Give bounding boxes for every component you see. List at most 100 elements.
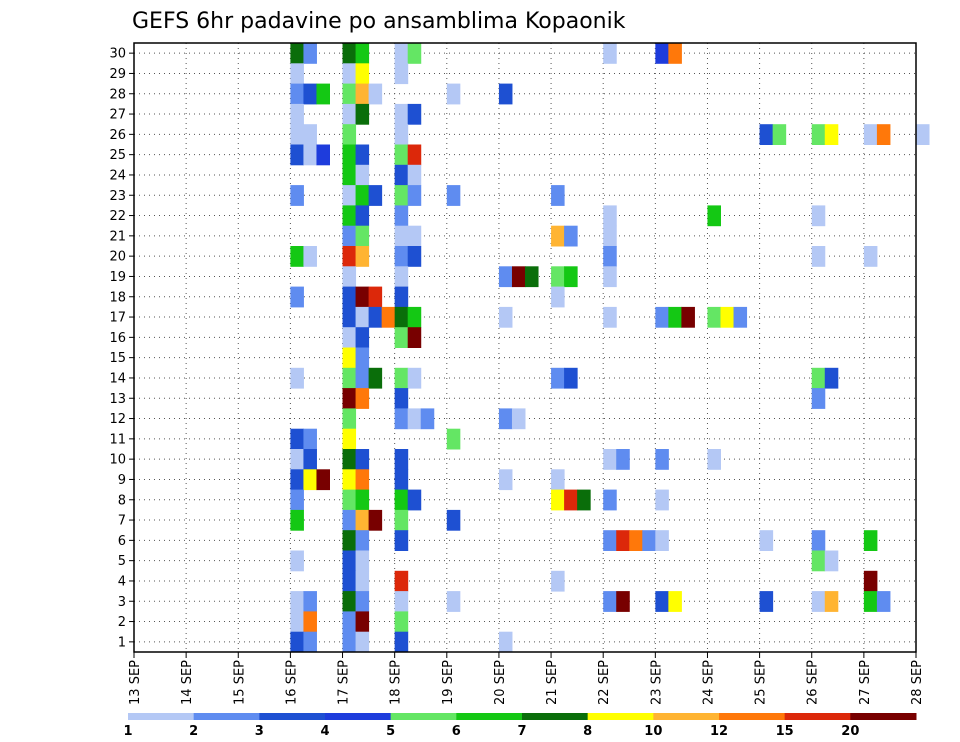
heatmap-cell: [394, 286, 409, 308]
heatmap-cell: [420, 408, 435, 430]
y-tick-label: 20: [109, 250, 126, 265]
heatmap-cell: [355, 103, 370, 125]
heatmap-cell: [303, 83, 317, 105]
heatmap-cell: [290, 103, 304, 125]
x-tick-label: 15 SEP: [232, 660, 247, 705]
heatmap-cell: [446, 83, 461, 105]
heatmap-cell: [355, 550, 370, 572]
y-tick-label: 4: [118, 574, 126, 589]
heatmap-cell: [290, 449, 304, 470]
heatmap-cell: [290, 631, 304, 653]
heatmap-cell: [342, 246, 357, 267]
heatmap-cell: [355, 449, 370, 470]
heatmap-cell: [551, 570, 565, 592]
heatmap-cell: [551, 225, 565, 247]
heatmap-cell: [381, 306, 396, 328]
colorbar-label: 8: [583, 724, 592, 739]
heatmap-cell: [368, 306, 383, 328]
y-tick-label: 27: [109, 108, 126, 123]
heatmap-cell: [564, 225, 578, 247]
x-tick-label: 14 SEP: [180, 660, 195, 705]
heatmap-cell: [342, 530, 357, 551]
heatmap-cell: [290, 611, 304, 633]
heatmap-cell: [342, 550, 357, 572]
heatmap-cell: [342, 367, 357, 389]
colorbar-segment: [259, 713, 326, 720]
heatmap-cell: [355, 570, 370, 592]
heatmap-cell: [811, 124, 826, 145]
heatmap-cell: [655, 530, 669, 551]
heatmap-cell: [355, 327, 370, 348]
heatmap-cell: [446, 509, 461, 531]
heatmap-cell: [368, 509, 383, 531]
heatmap-cell: [824, 550, 839, 572]
heatmap-cell: [564, 266, 578, 288]
heatmap-cell: [811, 530, 826, 551]
heatmap-cell: [342, 266, 357, 288]
y-tick-label: 13: [109, 392, 126, 407]
heatmap-cell: [811, 367, 826, 389]
heatmap-cell: [655, 43, 669, 64]
heatmap-cell: [759, 591, 774, 612]
heatmap-cell: [394, 388, 409, 409]
y-tick-label: 7: [118, 514, 126, 529]
heatmap-cell: [303, 43, 317, 64]
heatmap-cell: [668, 591, 682, 612]
y-tick-label: 2: [118, 615, 126, 630]
heatmap-cell: [824, 124, 839, 145]
heatmap-cell: [811, 205, 826, 227]
heatmap-cell: [811, 246, 826, 267]
plot-frame: [133, 42, 917, 653]
heatmap-cell: [290, 83, 304, 105]
heatmap-cell: [368, 83, 383, 105]
y-tick-label: 22: [109, 209, 126, 224]
heatmap-cell: [603, 306, 617, 328]
heatmap-cell: [394, 63, 409, 85]
heatmap-cell: [707, 205, 721, 227]
y-tick-label: 6: [118, 534, 126, 549]
heatmap-cell: [394, 570, 409, 592]
heatmap-cell: [394, 103, 409, 125]
x-tick-label: 24 SEP: [701, 660, 716, 705]
colorbar-label: 10: [644, 724, 662, 739]
heatmap-cell: [290, 144, 304, 166]
heatmap-cell: [303, 124, 317, 145]
heatmap-cell: [551, 185, 565, 206]
x-tick-label: 18 SEP: [389, 660, 404, 705]
heatmap-cell: [394, 164, 409, 186]
heatmap-cell: [342, 63, 357, 85]
heatmap-cell: [394, 509, 409, 531]
heatmap-cell: [342, 43, 357, 64]
heatmap-cell: [355, 388, 370, 409]
heatmap-cell: [355, 225, 370, 247]
heatmap-cell: [642, 530, 656, 551]
colorbar-label: 5: [386, 724, 395, 739]
heatmap-cell: [355, 347, 370, 369]
heatmap-cell: [303, 246, 317, 267]
heatmap-cell: [616, 449, 630, 470]
heatmap-cell: [342, 144, 357, 166]
y-tick-label: 19: [109, 270, 126, 285]
heatmap-cell: [668, 43, 682, 64]
colorbar-label: 20: [841, 724, 859, 739]
y-tick-label: 11: [109, 432, 126, 447]
heatmap-cell: [394, 489, 409, 511]
heatmap-cell: [303, 611, 317, 633]
heatmap-cell: [355, 306, 370, 328]
heatmap-cell: [603, 205, 617, 227]
heatmap-cell: [355, 591, 370, 612]
heatmap-cell: [394, 185, 409, 206]
heatmap-cell: [342, 611, 357, 633]
colorbar-label: 4: [320, 724, 329, 739]
y-tick-label: 5: [118, 554, 126, 569]
heatmap-cell: [394, 205, 409, 227]
heatmap-cell: [355, 144, 370, 166]
x-axis-ticks: 13 SEP 14 SEP 15 SEP 16 SEP 17 SEP 18 SEP 19 S…: [128, 652, 925, 705]
heatmap-cell: [342, 388, 357, 409]
heatmap-cell: [342, 469, 357, 491]
x-tick-label: 27 SEP: [858, 660, 873, 705]
heatmap-cell: [655, 489, 669, 511]
heatmap-cell: [616, 591, 630, 612]
heatmap-cell: [407, 164, 422, 186]
heatmap-cell: [342, 509, 357, 531]
